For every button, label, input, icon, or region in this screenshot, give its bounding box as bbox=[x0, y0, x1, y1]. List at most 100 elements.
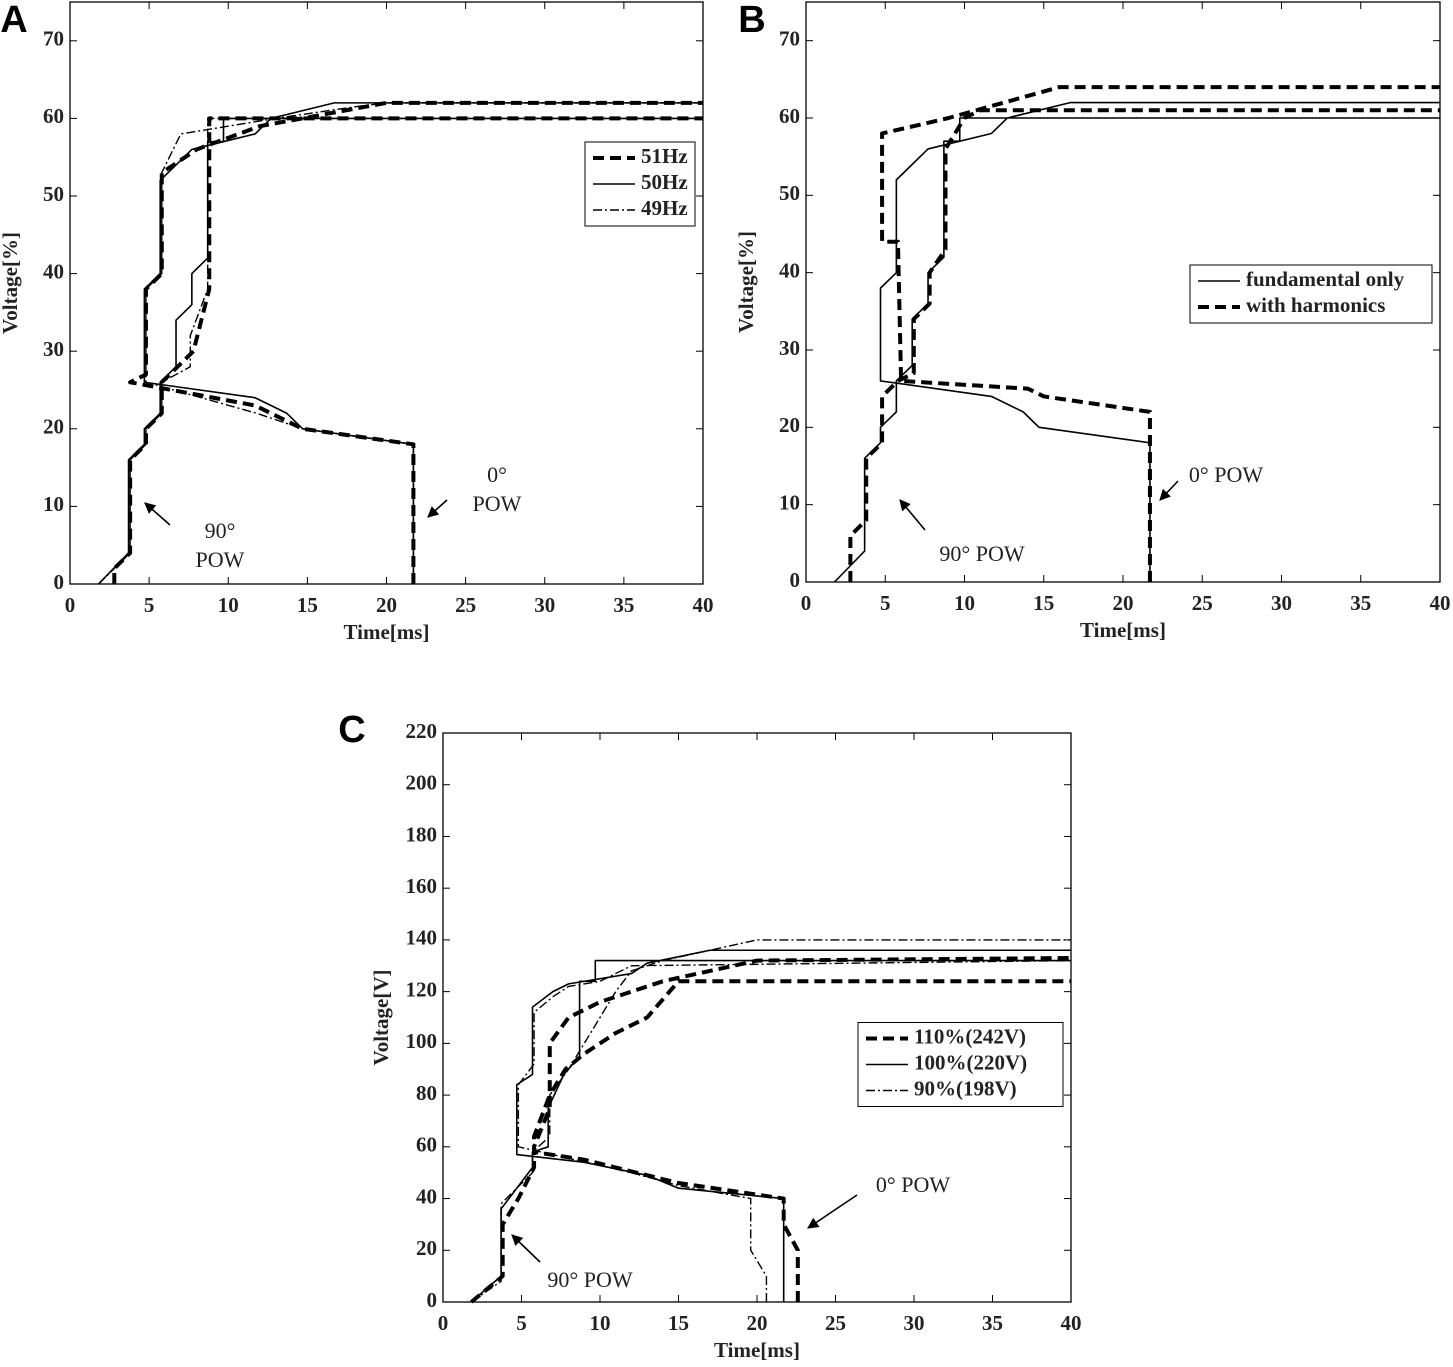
x-tick-label: 20 bbox=[747, 1311, 768, 1335]
x-tick-label: 15 bbox=[1033, 591, 1054, 615]
y-tick-label: 120 bbox=[406, 977, 438, 1001]
y-tick-label: 50 bbox=[43, 182, 64, 206]
series-line bbox=[833, 101, 1440, 583]
annotation-arrow bbox=[1159, 480, 1179, 501]
series-line bbox=[469, 956, 1072, 1304]
annotation: POW bbox=[196, 547, 245, 572]
y-tick-label: 80 bbox=[416, 1081, 437, 1105]
annotation: POW bbox=[473, 491, 522, 516]
x-tick-label: 35 bbox=[1350, 591, 1371, 615]
annotation: 0° bbox=[487, 462, 507, 487]
legend-label: with harmonics bbox=[1246, 293, 1385, 317]
y-tick-label: 10 bbox=[779, 490, 800, 514]
panel-label: A bbox=[0, 0, 27, 41]
y-tick-label: 140 bbox=[406, 926, 438, 950]
x-tick-label: 0 bbox=[438, 1311, 449, 1335]
x-axis-label: Time[ms] bbox=[714, 1338, 800, 1362]
y-tick-label: 100 bbox=[406, 1029, 438, 1053]
y-tick-label: 60 bbox=[416, 1133, 437, 1157]
y-tick-label: 70 bbox=[779, 26, 800, 50]
x-tick-label: 20 bbox=[1113, 591, 1134, 615]
y-tick-label: 50 bbox=[779, 181, 800, 205]
x-tick-label: 10 bbox=[954, 591, 975, 615]
annotation-arrow bbox=[511, 1234, 541, 1263]
y-tick-label: 30 bbox=[43, 337, 64, 361]
x-tick-label: 25 bbox=[455, 593, 476, 617]
legend-label: 100%(220V) bbox=[914, 1050, 1027, 1074]
series-line bbox=[470, 949, 1071, 1303]
y-tick-label: 20 bbox=[416, 1236, 437, 1260]
y-tick-label: 0 bbox=[790, 568, 801, 592]
x-tick-label: 25 bbox=[825, 1311, 846, 1335]
y-tick-label: 40 bbox=[416, 1184, 437, 1208]
series-line bbox=[470, 939, 1072, 1303]
x-tick-label: 10 bbox=[590, 1311, 611, 1335]
y-tick-label: 0 bbox=[54, 570, 65, 594]
panel: C 0 5 10 15 20 25 30 35 40 0 20 40 60 80 100 120 140 160 18… bbox=[338, 709, 1081, 1362]
annotation: 90° bbox=[205, 518, 236, 543]
x-tick-label: 35 bbox=[613, 593, 634, 617]
series-line bbox=[97, 102, 703, 585]
y-tick-label: 200 bbox=[406, 771, 438, 795]
y-tick-label: 160 bbox=[406, 874, 438, 898]
legend-label: 90%(198V) bbox=[914, 1076, 1017, 1100]
annotation-arrow bbox=[807, 1194, 858, 1229]
y-tick-label: 30 bbox=[779, 336, 800, 360]
y-tick-label: 180 bbox=[406, 822, 438, 846]
x-axis-label: Time[ms] bbox=[344, 620, 430, 644]
x-tick-label: 20 bbox=[376, 593, 397, 617]
panel-label: B bbox=[738, 0, 765, 41]
series-line bbox=[112, 100, 703, 584]
y-tick-label: 220 bbox=[406, 719, 438, 743]
plot-frame bbox=[442, 732, 1072, 1303]
y-axis-label: Voltage[%] bbox=[734, 231, 758, 333]
x-tick-label: 40 bbox=[1061, 1311, 1082, 1335]
x-tick-label: 30 bbox=[904, 1311, 925, 1335]
series-line bbox=[848, 85, 1440, 582]
y-tick-label: 0 bbox=[427, 1288, 438, 1312]
y-tick-label: 20 bbox=[43, 415, 64, 439]
x-tick-label: 35 bbox=[982, 1311, 1003, 1335]
y-tick-label: 10 bbox=[43, 492, 64, 516]
annotation-arrow bbox=[427, 499, 448, 518]
legend-label: 49Hz bbox=[641, 196, 688, 220]
annotation: 90° POW bbox=[547, 1267, 632, 1292]
x-tick-label: 15 bbox=[297, 593, 318, 617]
y-tick-label: 40 bbox=[43, 259, 64, 283]
annotation-arrow bbox=[144, 502, 171, 526]
x-axis-label: Time[ms] bbox=[1080, 618, 1166, 642]
legend-box bbox=[1189, 264, 1433, 324]
x-tick-label: 25 bbox=[1192, 591, 1213, 615]
x-tick-label: 5 bbox=[144, 593, 155, 617]
x-tick-label: 40 bbox=[693, 593, 714, 617]
plot-frame bbox=[69, 1, 704, 585]
annotation: 0° POW bbox=[876, 1172, 950, 1197]
y-tick-label: 70 bbox=[43, 27, 64, 51]
y-tick-label: 20 bbox=[779, 413, 800, 437]
x-tick-label: 0 bbox=[801, 591, 812, 615]
y-tick-label: 60 bbox=[43, 104, 64, 128]
legend: 110%(242V)100%(220V)90%(198V) bbox=[857, 1022, 1064, 1107]
panel: B 0 5 10 15 20 25 30 35 40 0 10 20 30 40 50 60 70 Time[ms]… bbox=[734, 0, 1451, 642]
x-tick-label: 40 bbox=[1430, 591, 1451, 615]
legend-label: fundamental only bbox=[1246, 267, 1405, 291]
x-tick-label: 0 bbox=[65, 593, 76, 617]
y-axis-label: Voltage[V] bbox=[369, 969, 393, 1065]
annotation-arrow bbox=[899, 499, 926, 531]
panel-label: C bbox=[338, 709, 365, 751]
x-tick-label: 15 bbox=[668, 1311, 689, 1335]
y-axis-label: Voltage[%] bbox=[0, 232, 22, 334]
legend-label: 110%(242V) bbox=[914, 1024, 1026, 1048]
y-tick-label: 40 bbox=[779, 258, 800, 282]
x-tick-label: 5 bbox=[880, 591, 891, 615]
annotation: 90° POW bbox=[939, 541, 1024, 566]
x-tick-label: 30 bbox=[1271, 591, 1292, 615]
legend-label: 50Hz bbox=[641, 170, 688, 194]
annotation: 0° POW bbox=[1189, 462, 1263, 487]
panel: A 0 5 10 15 20 25 30 35 40 0 10 20 30 40 50 60 70 Time[ms]… bbox=[0, 0, 714, 644]
y-tick-label: 60 bbox=[779, 104, 800, 128]
x-tick-label: 5 bbox=[516, 1311, 527, 1335]
